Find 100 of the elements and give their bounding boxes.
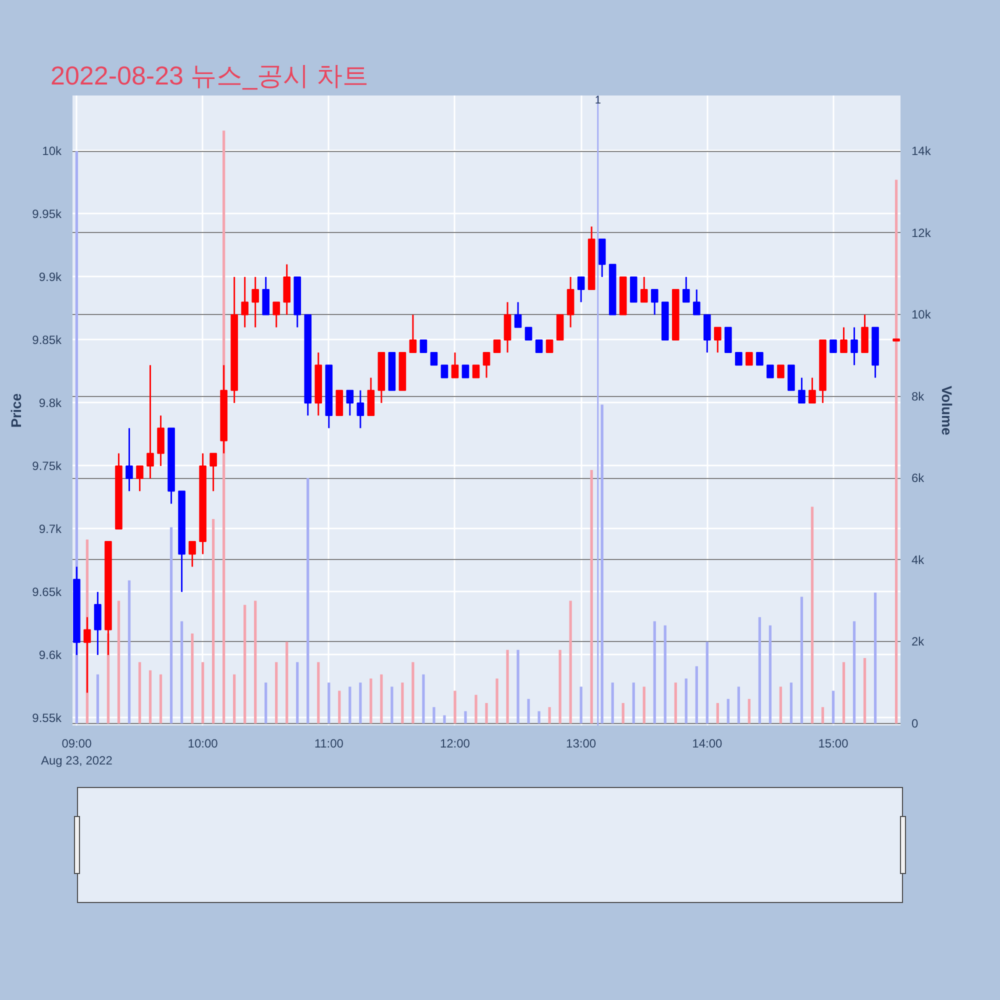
bar xyxy=(632,682,635,724)
y-tick-label: 9.95k xyxy=(32,206,62,221)
bar xyxy=(443,715,446,724)
y2-tick-label: 10k xyxy=(912,308,932,322)
bar xyxy=(832,690,835,724)
bar xyxy=(642,686,646,724)
candlestick xyxy=(756,352,764,366)
bar xyxy=(863,658,866,724)
bar xyxy=(611,682,614,724)
bar xyxy=(296,662,299,724)
bar xyxy=(254,600,257,724)
bar xyxy=(286,642,288,724)
bar xyxy=(590,470,593,724)
y2-tick-label: 14k xyxy=(912,144,932,158)
candlestick xyxy=(356,390,364,429)
bar xyxy=(548,707,551,724)
bar xyxy=(894,180,898,724)
candlestick xyxy=(514,301,522,328)
x-tick-label: 13:00 xyxy=(566,736,596,750)
chart-title: 2022-08-23 뉴스_공시 차트 xyxy=(50,60,368,90)
bar xyxy=(874,592,877,724)
bar xyxy=(380,674,383,724)
candlestick xyxy=(188,540,196,568)
y2-tick-label: 8k xyxy=(912,389,926,404)
bar xyxy=(842,662,846,724)
bar xyxy=(695,666,698,724)
candlestick xyxy=(777,364,784,378)
bar xyxy=(212,519,215,724)
bar xyxy=(401,682,404,724)
bar xyxy=(474,694,478,724)
bar xyxy=(506,650,509,724)
candlestick xyxy=(241,276,248,328)
bar xyxy=(748,698,751,724)
y-tick-label: 9.7k xyxy=(38,522,62,536)
candlestick xyxy=(577,276,585,303)
bar xyxy=(737,686,740,724)
bar xyxy=(338,690,341,724)
bar xyxy=(244,604,246,724)
y-tick-label: 9.85k xyxy=(32,332,62,347)
bar xyxy=(821,707,824,724)
bar xyxy=(852,621,856,724)
x-tick-label: 14:00 xyxy=(692,736,722,750)
y2-tick-label: 2k xyxy=(912,634,926,649)
y-tick-label: 9.8k xyxy=(38,396,62,410)
x-tick-label: 10:00 xyxy=(188,736,218,750)
y-tick-label: 9.6k xyxy=(38,648,62,662)
candlestick xyxy=(830,339,837,354)
candlestick xyxy=(640,276,648,303)
bar xyxy=(496,678,498,724)
candlestick xyxy=(420,339,428,354)
bar xyxy=(117,600,120,724)
bar xyxy=(726,698,730,724)
candlestick xyxy=(850,326,858,366)
candlestick xyxy=(746,352,753,366)
bar xyxy=(170,527,173,724)
y-tick-label: 9.65k xyxy=(32,584,62,599)
candlestick xyxy=(546,339,554,354)
candlestick xyxy=(535,339,543,354)
x-tick-label: 15:00 xyxy=(818,736,849,750)
y2-tick-label: 12k xyxy=(912,226,932,240)
candlestick xyxy=(430,352,438,366)
bar xyxy=(600,404,604,724)
candlestick xyxy=(210,452,217,492)
candlestick xyxy=(126,427,133,492)
bar xyxy=(138,662,142,724)
bar xyxy=(317,662,320,724)
bar xyxy=(674,682,677,724)
y2-tick-label: 4k xyxy=(912,552,926,567)
candlestick xyxy=(482,352,490,378)
candlestick xyxy=(493,339,501,354)
bar xyxy=(348,686,352,724)
bar xyxy=(580,686,582,724)
candlestick xyxy=(451,352,459,378)
bar xyxy=(516,650,520,724)
bar xyxy=(148,670,152,724)
bar xyxy=(190,634,194,724)
bar xyxy=(790,682,793,724)
bar xyxy=(412,662,414,724)
bar xyxy=(558,650,562,724)
bar xyxy=(201,662,204,724)
bar xyxy=(96,674,100,724)
bar xyxy=(128,580,131,724)
bar xyxy=(779,686,782,724)
y2-tick-label: 0 xyxy=(912,716,918,730)
bar xyxy=(264,682,268,724)
candlestick xyxy=(650,288,658,316)
bar xyxy=(233,674,236,724)
x-tick-label: 12:00 xyxy=(440,736,470,750)
candlestick xyxy=(766,364,774,378)
candlestick xyxy=(798,376,806,404)
candlestick xyxy=(440,364,448,378)
candlestick xyxy=(462,364,470,378)
bar xyxy=(275,662,278,724)
bar xyxy=(810,506,814,724)
bar xyxy=(569,600,572,724)
bar xyxy=(422,674,425,724)
candlestick xyxy=(840,326,848,354)
candlestick xyxy=(409,314,417,354)
y-tick-label: 10k xyxy=(42,144,62,158)
bar xyxy=(768,625,772,724)
